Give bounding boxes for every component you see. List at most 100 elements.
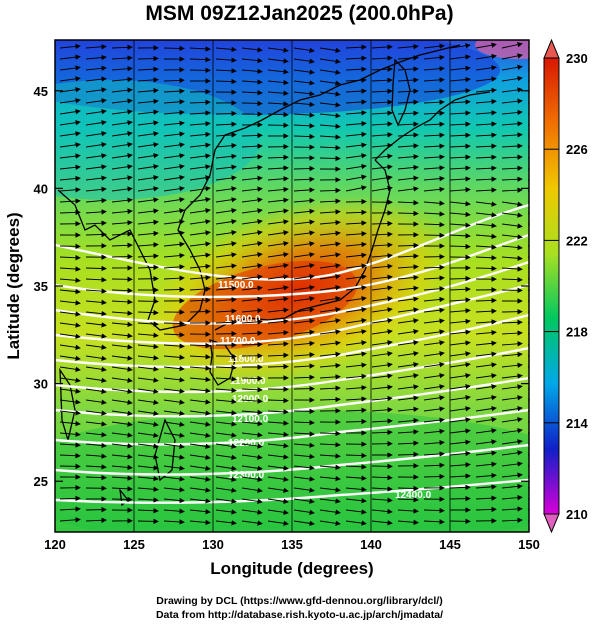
wind-arrow xyxy=(137,120,159,126)
wind-arrow xyxy=(423,200,445,206)
wind-arrow xyxy=(423,384,445,390)
wind-arrow xyxy=(111,366,133,372)
wind-arrow xyxy=(189,354,211,360)
wind-arrow xyxy=(137,321,159,327)
wind-arrow xyxy=(267,318,289,325)
wind-arrow xyxy=(293,90,315,97)
wind-arrow xyxy=(371,77,393,83)
wind-arrow xyxy=(319,520,341,526)
wind-arrow xyxy=(59,344,81,350)
contour-label-4: 11800.0 xyxy=(228,354,264,365)
wind-arrow xyxy=(397,132,419,138)
wind-arrow xyxy=(189,196,211,203)
wind-arrow xyxy=(501,75,523,82)
wind-arrow xyxy=(241,409,263,416)
wind-arrow xyxy=(215,520,237,526)
wind-arrow xyxy=(345,66,367,72)
wind-arrow xyxy=(267,263,289,269)
wind-arrow xyxy=(111,55,133,61)
wind-arrow xyxy=(449,99,471,105)
warm-core xyxy=(172,260,358,350)
wind-arrow xyxy=(501,244,523,251)
wind-arrow xyxy=(371,384,393,390)
wind-arrow xyxy=(423,473,445,480)
wind-arrow xyxy=(189,498,211,504)
wind-arrow xyxy=(189,175,211,181)
wind-arrow xyxy=(189,99,211,106)
wind-arrow xyxy=(59,65,81,71)
wind-arrow xyxy=(267,79,289,86)
wind-arrow xyxy=(345,351,367,357)
wind-arrow xyxy=(215,110,237,117)
wind-arrow xyxy=(267,509,289,515)
x-tick-label: 135 xyxy=(281,537,303,552)
wind-arrow xyxy=(85,164,107,170)
wind-arrow xyxy=(345,306,367,313)
wind-arrow xyxy=(501,439,523,445)
wind-arrow xyxy=(397,497,419,503)
wind-arrow xyxy=(85,120,107,126)
wind-arrow xyxy=(501,276,523,283)
wind-arrow xyxy=(59,43,81,50)
wind-arrow xyxy=(475,297,497,304)
wind-arrow xyxy=(163,432,185,439)
wind-arrow xyxy=(397,406,419,413)
wind-arrow xyxy=(137,253,159,259)
wind-arrow xyxy=(449,329,471,335)
wind-arrow xyxy=(111,453,133,460)
wind-arrow xyxy=(241,443,263,449)
wind-arrow xyxy=(501,351,523,358)
wind-arrow xyxy=(397,519,419,526)
wind-arrow xyxy=(423,329,445,335)
wind-arrow xyxy=(241,330,263,336)
wind-arrow xyxy=(215,78,237,85)
wind-arrow xyxy=(137,87,159,94)
wind-arrow xyxy=(85,432,107,438)
wind-arrow xyxy=(241,132,263,139)
wind-arrow xyxy=(449,43,471,49)
wind-arrow xyxy=(241,498,263,504)
wind-arrow xyxy=(345,131,367,138)
y-axis: 25 30 35 40 45 xyxy=(34,84,529,489)
wind-arrow xyxy=(319,252,341,258)
wind-arrow xyxy=(137,77,159,83)
wind-arrow xyxy=(293,363,315,369)
wind-arrow xyxy=(137,66,159,72)
wind-arrow xyxy=(319,487,341,493)
wind-arrow xyxy=(449,373,471,379)
wind-arrow xyxy=(397,274,419,281)
wind-arrow xyxy=(85,288,107,294)
wind-arrow xyxy=(423,296,445,303)
wind-arrow xyxy=(267,498,289,504)
wind-arrow xyxy=(423,211,445,217)
wind-arrow xyxy=(293,80,315,86)
wind-arrow xyxy=(423,519,445,525)
wind-arrow xyxy=(371,497,393,503)
wind-arrow xyxy=(111,153,133,159)
wind-arrow xyxy=(293,123,315,129)
wind-arrow xyxy=(371,474,393,481)
wind-arrow xyxy=(397,66,419,72)
wind-arrow xyxy=(345,497,367,504)
wind-arrow xyxy=(501,143,523,149)
wind-arrow xyxy=(85,421,107,427)
wind-arrow xyxy=(189,131,211,138)
wind-arrow xyxy=(215,364,237,371)
wind-arrow xyxy=(85,474,107,481)
wind-arrow xyxy=(189,142,211,148)
wind-arrow xyxy=(241,100,263,107)
wind-arrow xyxy=(267,420,289,426)
wind-arrow xyxy=(137,153,159,159)
wind-arrow xyxy=(85,517,107,523)
wind-arrow xyxy=(319,58,341,64)
wind-arrow xyxy=(475,255,497,261)
wind-arrow xyxy=(241,90,263,96)
wind-arrow xyxy=(293,352,315,358)
wind-arrow xyxy=(215,186,237,192)
wind-arrow xyxy=(111,333,133,339)
wind-arrow xyxy=(241,57,263,64)
wind-arrow xyxy=(501,187,523,193)
colorbar-tick-label: 222 xyxy=(566,233,588,248)
wind-arrow xyxy=(345,329,367,335)
wind-arrow xyxy=(215,121,237,127)
